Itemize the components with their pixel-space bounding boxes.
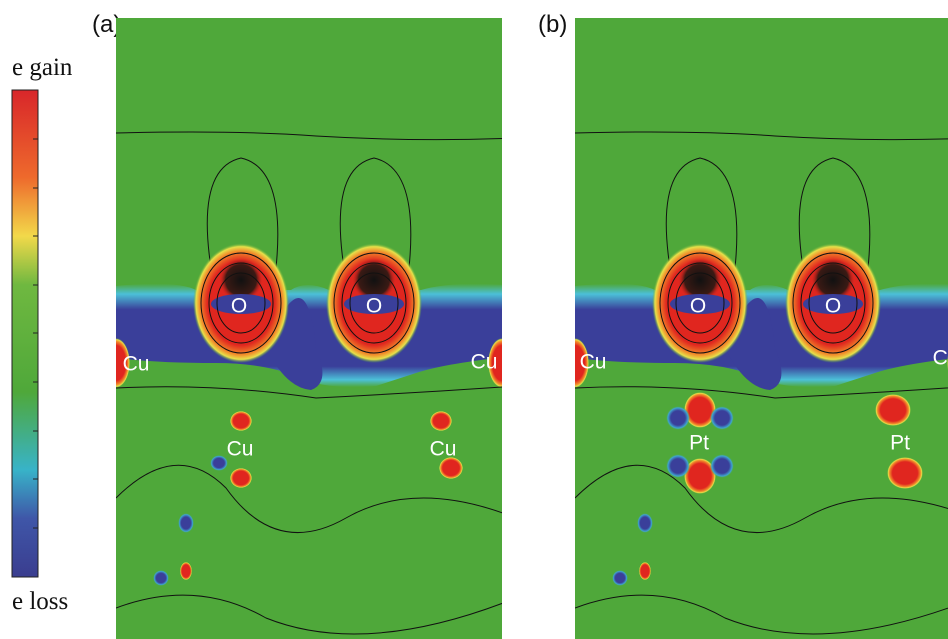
atom-label: Pt (689, 432, 709, 455)
panel-label: (b) (538, 11, 567, 38)
atom-label: Pt (890, 432, 910, 455)
atom-label: Cu (933, 347, 948, 370)
figure: e gain e loss (a) O O Cu Cu Cu Cu (b) O … (0, 0, 948, 639)
atom-label: Cu (123, 353, 150, 376)
panel-b: O O Cu Cu Pt Pt (561, 18, 948, 639)
atom-label: O (231, 295, 247, 318)
atom-label: Cu (430, 438, 457, 461)
atom-label: Cu (227, 438, 254, 461)
panel-a: O O Cu Cu Cu Cu (102, 18, 516, 639)
atom-label: Cu (471, 351, 498, 374)
atom-label: Cu (580, 351, 607, 374)
atom-label: O (825, 295, 841, 318)
atom-label: O (366, 295, 382, 318)
atom-label: O (690, 295, 706, 318)
colorbar-bottom-label: e loss (12, 588, 68, 615)
colorbar-top-label: e gain (12, 54, 73, 81)
